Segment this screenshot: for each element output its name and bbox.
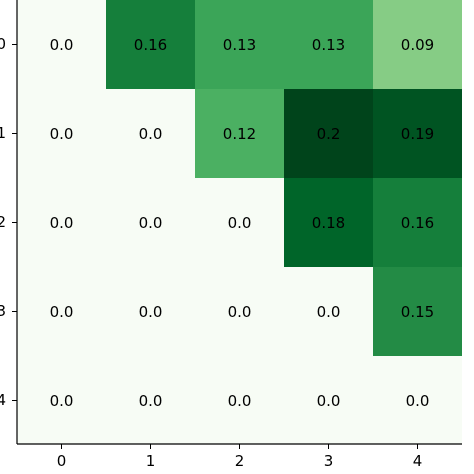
cell-label-r2-c3: 0.18 bbox=[312, 214, 345, 232]
heatmap-cell-r3-c0 bbox=[17, 267, 106, 356]
cell-label-r2-c2: 0.0 bbox=[228, 214, 252, 232]
cell-label-r4-c3: 0.0 bbox=[317, 392, 341, 410]
heatmap-cell-r2-c2 bbox=[195, 178, 284, 267]
heatmap-cell-r0-c3 bbox=[284, 0, 373, 89]
heatmap-cell-r4-c4 bbox=[373, 356, 462, 444]
cell-label-r3-c2: 0.0 bbox=[228, 303, 252, 321]
y-tick-label-4: 4 bbox=[0, 391, 6, 409]
cell-label-r0-c0: 0.0 bbox=[50, 36, 74, 54]
cell-label-r2-c1: 0.0 bbox=[139, 214, 163, 232]
heatmap-cell-r0-c4 bbox=[373, 0, 462, 89]
x-tick-label-2: 2 bbox=[235, 452, 245, 470]
x-tick-label-3: 3 bbox=[324, 452, 334, 470]
cell-label-r3-c3: 0.0 bbox=[317, 303, 341, 321]
y-tick-label-2: 2 bbox=[0, 213, 6, 231]
cell-label-r1-c0: 0.0 bbox=[50, 125, 74, 143]
heatmap-cell-r3-c4 bbox=[373, 267, 462, 356]
y-axis-ticks: 0 1 2 3 4 bbox=[0, 35, 17, 409]
heatmap-cell-r0-c2 bbox=[195, 0, 284, 89]
cell-label-r1-c2: 0.12 bbox=[223, 125, 256, 143]
x-tick-label-4: 4 bbox=[413, 452, 423, 470]
y-tick-label-3: 3 bbox=[0, 302, 6, 320]
cell-label-r3-c1: 0.0 bbox=[139, 303, 163, 321]
heatmap-cell-r3-c2 bbox=[195, 267, 284, 356]
heatmap-cell-r4-c3 bbox=[284, 356, 373, 444]
cell-label-r0-c3: 0.13 bbox=[312, 36, 345, 54]
heatmap-cell-r2-c4 bbox=[373, 178, 462, 267]
heatmap-cell-r3-c1 bbox=[106, 267, 195, 356]
heatmap-cell-r3-c3 bbox=[284, 267, 373, 356]
heatmap-cell-r4-c2 bbox=[195, 356, 284, 444]
heatmap-cell-r1-c3 bbox=[284, 89, 373, 178]
heatmap-cell-r0-c1 bbox=[106, 0, 195, 89]
heatmap-cell-r1-c0 bbox=[17, 89, 106, 178]
heatmap-cell-r4-c0 bbox=[17, 356, 106, 444]
heatmap-cell-r2-c1 bbox=[106, 178, 195, 267]
heatmap-cells bbox=[17, 0, 462, 444]
cell-label-r4-c2: 0.0 bbox=[228, 392, 252, 410]
heatmap-cell-labels: 0.0 0.16 0.13 0.13 0.09 0.0 0.0 0.12 0.2 0.19 0.0 0… bbox=[50, 36, 435, 410]
cell-label-r4-c1: 0.0 bbox=[139, 392, 163, 410]
cell-label-r4-c4: 0.0 bbox=[406, 392, 430, 410]
x-axis-ticks: 0 1 2 3 4 bbox=[57, 444, 423, 470]
heatmap-cell-r1-c4 bbox=[373, 89, 462, 178]
cell-label-r1-c4: 0.19 bbox=[401, 125, 434, 143]
heatmap-cell-r1-c2 bbox=[195, 89, 284, 178]
x-tick-label-1: 1 bbox=[146, 452, 156, 470]
cell-label-r3-c0: 0.0 bbox=[50, 303, 74, 321]
heatmap-cell-r2-c3 bbox=[284, 178, 373, 267]
x-tick-label-0: 0 bbox=[57, 452, 67, 470]
cell-label-r3-c4: 0.15 bbox=[401, 303, 434, 321]
heatmap-cell-r2-c0 bbox=[17, 178, 106, 267]
heatmap-cell-r0-c0 bbox=[17, 0, 106, 89]
cell-label-r4-c0: 0.0 bbox=[50, 392, 74, 410]
cell-label-r2-c4: 0.16 bbox=[401, 214, 434, 232]
y-tick-label-0: 0 bbox=[0, 35, 6, 53]
cell-label-r2-c0: 0.0 bbox=[50, 214, 74, 232]
cell-label-r0-c2: 0.13 bbox=[223, 36, 256, 54]
cell-label-r0-c4: 0.09 bbox=[401, 36, 434, 54]
cell-label-r1-c1: 0.0 bbox=[139, 125, 163, 143]
y-tick-label-1: 1 bbox=[0, 124, 6, 142]
heatmap-cell-r4-c1 bbox=[106, 356, 195, 444]
heatmap-cell-r1-c1 bbox=[106, 89, 195, 178]
cell-label-r1-c3: 0.2 bbox=[317, 125, 341, 143]
cell-label-r0-c1: 0.16 bbox=[134, 36, 167, 54]
